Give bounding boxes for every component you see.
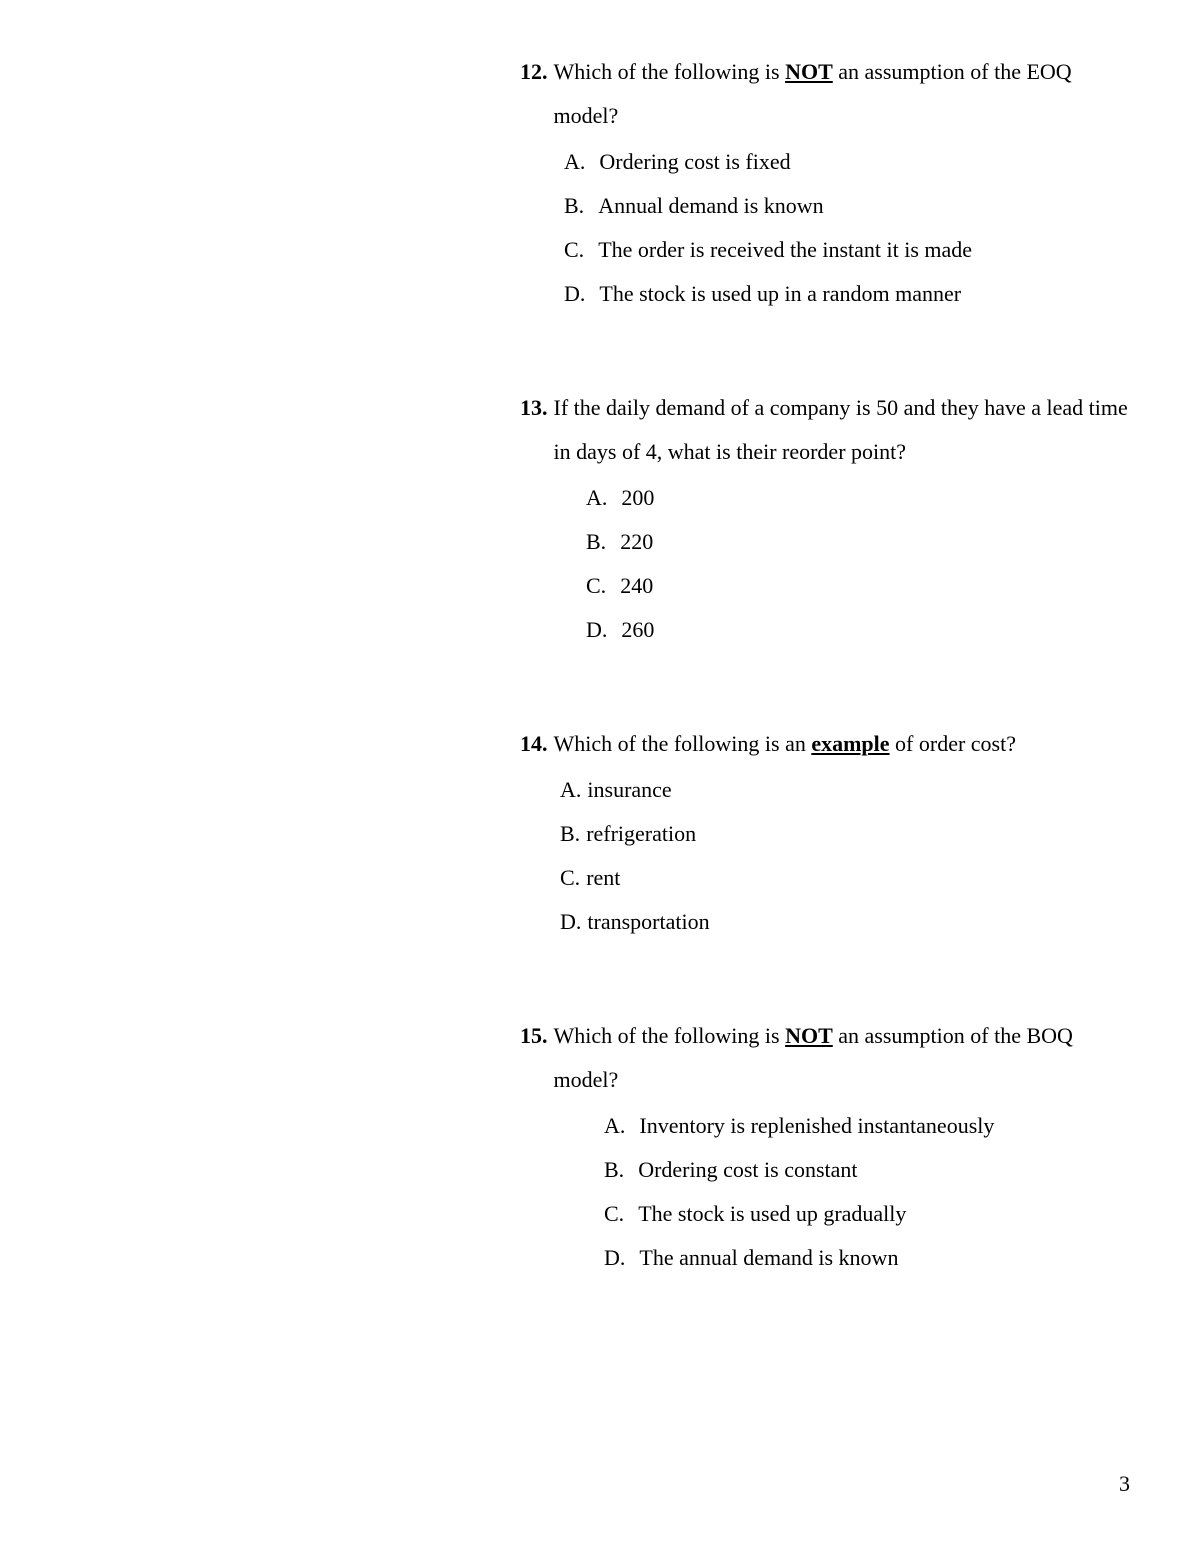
options-list: A. 200 B. 220 C. 240 D. 260 xyxy=(586,476,1140,652)
question-text: Which of the following is NOT an assumpt… xyxy=(554,1014,1141,1102)
option-text: Inventory is replenished instantaneously xyxy=(639,1104,1140,1148)
option-text: The stock is used up gradually xyxy=(638,1192,1140,1236)
option-text: 260 xyxy=(621,608,1140,652)
option-letter: B. xyxy=(604,1148,624,1192)
option-text: insurance xyxy=(587,768,1140,812)
question-number: 13. xyxy=(520,386,548,474)
option-letter: A. xyxy=(586,476,607,520)
option-c: C. The stock is used up gradually xyxy=(604,1192,1140,1236)
option-letter: D. xyxy=(560,900,581,944)
option-letter: C. xyxy=(560,856,580,900)
option-letter: A. xyxy=(604,1104,625,1148)
stem-before: If the daily demand of a company is 50 a… xyxy=(554,395,1128,464)
option-d: D. The annual demand is known xyxy=(604,1236,1140,1280)
question-number: 14. xyxy=(520,722,548,766)
question-stem: 15. Which of the following is NOT an ass… xyxy=(520,1014,1140,1102)
option-c: C. The order is received the instant it i… xyxy=(564,228,1140,272)
option-letter: B. xyxy=(560,812,580,856)
option-text: Annual demand is known xyxy=(598,184,1140,228)
option-a: A.insurance xyxy=(560,768,1140,812)
option-text: rent xyxy=(586,856,1140,900)
questions-column: 12. Which of the following is NOT an ass… xyxy=(520,50,1140,1350)
question-text: Which of the following is an example of … xyxy=(554,722,1141,766)
option-b: B. 220 xyxy=(586,520,1140,564)
option-c: C.rent xyxy=(560,856,1140,900)
option-text: refrigeration xyxy=(586,812,1140,856)
stem-emph: example xyxy=(811,731,889,756)
option-text: 240 xyxy=(620,564,1140,608)
stem-emph: NOT xyxy=(785,59,833,84)
option-b: B. Annual demand is known xyxy=(564,184,1140,228)
option-letter: D. xyxy=(604,1236,625,1280)
option-text: Ordering cost is constant xyxy=(638,1148,1140,1192)
question-14: 14. Which of the following is an example… xyxy=(520,722,1140,944)
option-text: Ordering cost is fixed xyxy=(599,140,1140,184)
page-number: 3 xyxy=(1119,1471,1130,1497)
stem-emph: NOT xyxy=(785,1023,833,1048)
option-text: The annual demand is known xyxy=(639,1236,1140,1280)
option-letter: C. xyxy=(586,564,606,608)
option-d: D. The stock is used up in a random manne… xyxy=(564,272,1140,316)
stem-before: Which of the following is an xyxy=(554,731,812,756)
option-c: C. 240 xyxy=(586,564,1140,608)
question-number: 15. xyxy=(520,1014,548,1102)
option-text: 200 xyxy=(621,476,1140,520)
question-number: 12. xyxy=(520,50,548,138)
stem-before: Which of the following is xyxy=(554,59,786,84)
question-text: Which of the following is NOT an assumpt… xyxy=(554,50,1141,138)
option-a: A. Ordering cost is fixed xyxy=(564,140,1140,184)
option-letter: D. xyxy=(564,272,585,316)
question-stem: 12. Which of the following is NOT an ass… xyxy=(520,50,1140,138)
option-letter: C. xyxy=(604,1192,624,1236)
option-a: A. Inventory is replenished instantaneous… xyxy=(604,1104,1140,1148)
option-b: B.refrigeration xyxy=(560,812,1140,856)
option-d: D.transportation xyxy=(560,900,1140,944)
option-text: The order is received the instant it is … xyxy=(598,228,1140,272)
option-letter: A. xyxy=(564,140,585,184)
options-list: A. Ordering cost is fixed B. Annual demand… xyxy=(564,140,1140,316)
option-d: D. 260 xyxy=(586,608,1140,652)
question-stem: 13. If the daily demand of a company is … xyxy=(520,386,1140,474)
option-letter: D. xyxy=(586,608,607,652)
option-a: A. 200 xyxy=(586,476,1140,520)
question-stem: 14. Which of the following is an example… xyxy=(520,722,1140,766)
option-letter: B. xyxy=(586,520,606,564)
stem-before: Which of the following is xyxy=(554,1023,786,1048)
option-letter: B. xyxy=(564,184,584,228)
option-letter: C. xyxy=(564,228,584,272)
option-text: 220 xyxy=(620,520,1140,564)
option-text: transportation xyxy=(587,900,1140,944)
options-list: A.insurance B.refrigeration C.rent D.tra… xyxy=(560,768,1140,944)
option-letter: A. xyxy=(560,768,581,812)
options-list: A. Inventory is replenished instantaneous… xyxy=(604,1104,1140,1280)
option-b: B. Ordering cost is constant xyxy=(604,1148,1140,1192)
question-15: 15. Which of the following is NOT an ass… xyxy=(520,1014,1140,1280)
stem-after: of order cost? xyxy=(890,731,1016,756)
question-text: If the daily demand of a company is 50 a… xyxy=(554,386,1141,474)
question-13: 13. If the daily demand of a company is … xyxy=(520,386,1140,652)
option-text: The stock is used up in a random manner xyxy=(599,272,1140,316)
question-12: 12. Which of the following is NOT an ass… xyxy=(520,50,1140,316)
